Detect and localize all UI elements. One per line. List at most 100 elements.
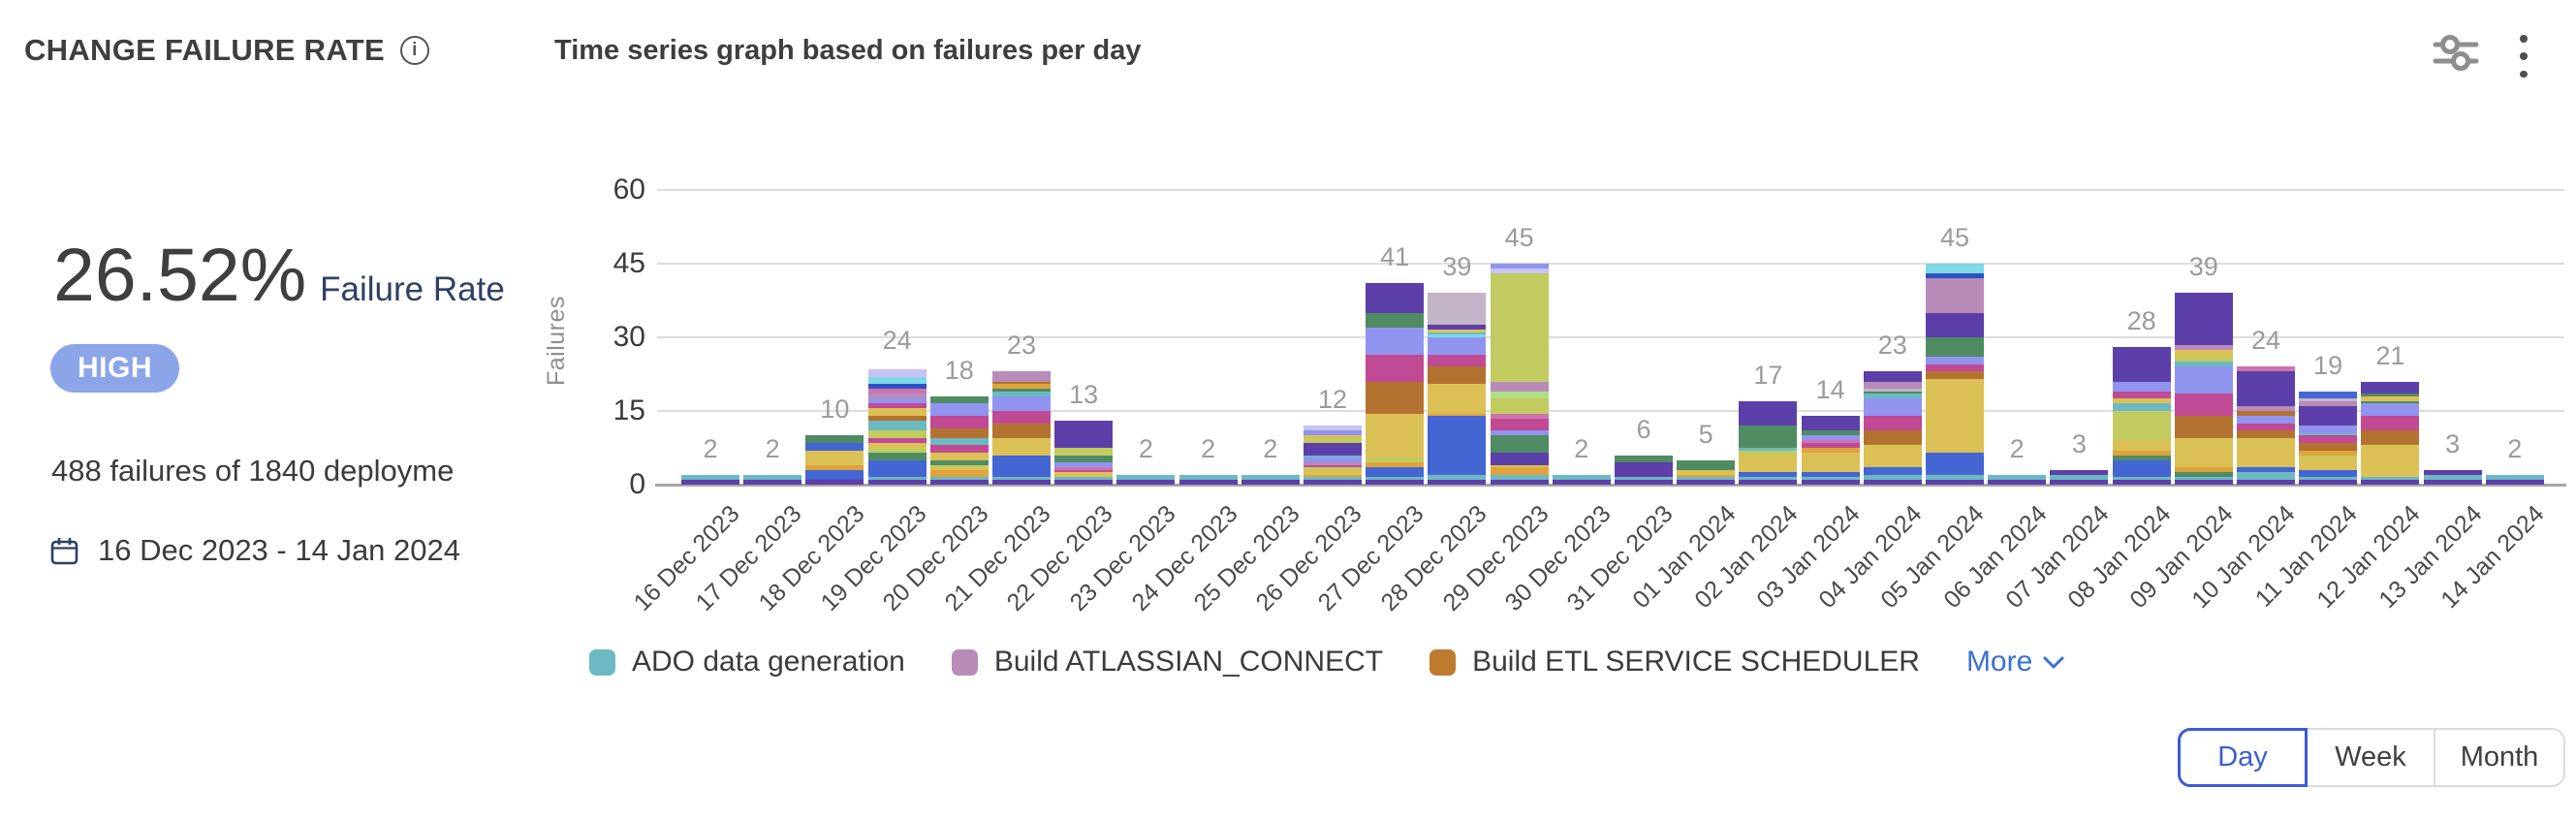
gridline [657,336,2564,338]
chart-bar[interactable] [2050,469,2109,485]
bar-value-label: 2 [1201,433,1216,463]
bar-segment [1304,479,1362,485]
chart-bar[interactable] [2299,391,2358,485]
chart-bar[interactable] [1304,426,1362,485]
bar-segment [1988,479,2047,485]
bar-value-label: 24 [2250,326,2281,356]
bar-segment [1801,479,1860,485]
bar-segment [1304,467,1362,470]
chart-bar[interactable] [1428,293,1487,485]
bar-segment [1490,435,1549,454]
info-icon[interactable]: i [399,36,429,65]
granularity-day-button[interactable]: Day [2178,728,2308,787]
bar-segment [2174,349,2233,358]
legend-more-link[interactable]: More [1966,646,2065,678]
bar-segment [2112,459,2171,478]
bar-segment [2237,405,2295,411]
bar-segment [929,416,989,428]
chart-bar[interactable] [1863,371,1922,485]
chart-bar[interactable] [681,474,739,485]
chart-bar[interactable] [805,435,864,485]
bar-segment [992,437,1051,456]
bar-segment [1863,474,1922,480]
legend-item[interactable]: Build ATLASSIAN_CONNECT [951,646,1383,678]
bar-segment [1304,455,1362,458]
chart-bar[interactable] [1116,474,1176,485]
bar-segment [1428,334,1487,337]
bar-segment [929,469,989,478]
chart-bar[interactable] [1615,455,1673,485]
widget-title-row: CHANGE FAILURE RATE i [24,33,429,68]
bar-value-label: 2 [765,433,780,463]
chart-legend: ADO data generation Build ATLASSIAN_CONNE… [589,646,2065,678]
bar-segment [1304,435,1362,438]
bar-segment [1926,264,1984,274]
bar-value-label: 6 [1636,414,1651,444]
legend-item[interactable]: Build ETL SERVICE SCHEDULER [1429,646,1920,678]
chart-bar[interactable] [1054,421,1114,485]
bar-segment [867,453,927,460]
y-axis-tick: 15 [613,394,645,426]
bar-value-label: 41 [1380,242,1410,272]
bar-segment [1490,453,1549,465]
chart-bar[interactable] [867,366,927,485]
chart-bar[interactable] [1490,264,1549,485]
bar-value-label: 23 [1006,331,1037,361]
bar-segment [1304,462,1362,465]
bar-segment [1801,442,1860,448]
chart-bar[interactable] [1366,283,1425,485]
legend-swatch [589,648,615,676]
bar-segment [1366,327,1425,355]
bar-segment [2112,455,2171,460]
bar-segment [2050,469,2109,475]
legend-item[interactable]: ADO data generation [589,646,905,678]
bar-segment [867,430,927,438]
bar-segment [1926,273,1984,279]
chart-title: Time series graph based on failures per … [554,35,1142,66]
bar-segment [1366,312,1425,328]
bar-segment [929,427,989,438]
chart-bar[interactable] [1241,474,1300,485]
chart-bar[interactable] [2174,293,2233,485]
chart-bar[interactable] [1552,474,1611,485]
bar-segment [2485,479,2544,485]
bar-segment [1490,418,1549,431]
chart-bar[interactable] [1677,459,1736,485]
chart-bar[interactable] [1988,474,2047,485]
chart-bar[interactable] [1801,416,1860,485]
bar-segment [2299,400,2358,406]
chart-bar[interactable] [992,371,1051,485]
legend-swatch [1429,648,1457,676]
chart-bar[interactable] [1178,474,1238,485]
bar-segment [1615,477,1673,480]
bar-segment [2050,479,2109,485]
chart-bar[interactable] [2361,381,2420,485]
bar-segment [1490,474,1549,480]
bar-segment [992,410,1051,424]
kebab-menu-icon[interactable] [2510,35,2537,78]
chart-bar[interactable] [2485,474,2544,485]
granularity-week-button[interactable]: Week [2308,730,2435,785]
x-axis-line [655,483,2566,487]
bar-segment [2237,371,2295,406]
chart-bar[interactable] [1926,264,1984,485]
chart-bar[interactable] [2112,347,2171,485]
filter-sliders-icon[interactable] [2433,33,2479,74]
bar-segment [2174,366,2233,394]
bar-segment [805,450,864,465]
bar-segment [1677,469,1736,475]
bar-segment [1863,416,1922,431]
chart-bar[interactable] [1739,400,1798,485]
granularity-month-button[interactable]: Month [2435,730,2563,785]
bar-segment [2361,479,2420,485]
chart-bar[interactable] [743,474,802,485]
bar-value-label: 21 [2375,340,2405,370]
chart-bar[interactable] [2237,366,2295,485]
bar-segment [2174,477,2233,480]
bar-segment [929,403,989,417]
bar-segment [867,479,927,485]
chart-bar[interactable] [2423,469,2482,485]
chart-bar[interactable] [929,395,989,485]
bar-segment [2299,457,2358,470]
bar-segment [1241,474,1300,480]
